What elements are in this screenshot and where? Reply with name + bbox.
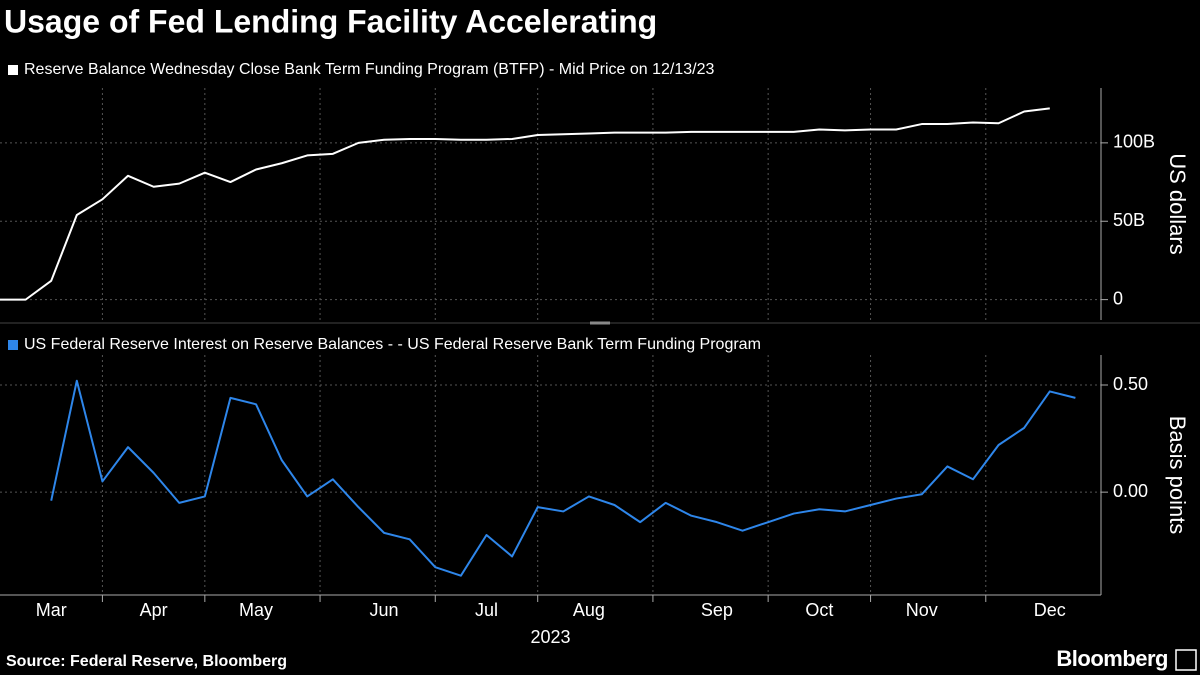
brand-logo: Bloomberg xyxy=(1056,646,1168,671)
legend-label: Reserve Balance Wednesday Close Bank Ter… xyxy=(24,61,714,78)
y-axis-title: Basis points xyxy=(1165,416,1190,535)
x-tick-label: Nov xyxy=(906,600,938,620)
legend-label: US Federal Reserve Interest on Reserve B… xyxy=(24,336,761,353)
x-tick-label: Jun xyxy=(370,600,399,620)
x-tick-label: Sep xyxy=(701,600,733,620)
y-axis-title: US dollars xyxy=(1165,153,1190,254)
x-tick-label: Jul xyxy=(475,600,498,620)
brand-icon xyxy=(1175,649,1197,671)
x-axis-title: 2023 xyxy=(530,627,570,647)
x-tick-label: May xyxy=(239,600,273,620)
y-tick-label: 0.00 xyxy=(1113,481,1148,501)
legend-swatch xyxy=(8,65,18,75)
data-line xyxy=(0,107,1050,301)
x-tick-label: Dec xyxy=(1034,600,1066,620)
source-note: Source: Federal Reserve, Bloomberg xyxy=(6,653,287,670)
y-tick-label: 0 xyxy=(1113,288,1123,308)
y-tick-label: 100B xyxy=(1113,132,1155,152)
x-tick-label: Apr xyxy=(140,600,168,620)
chart-title: Usage of Fed Lending Facility Accelerati… xyxy=(4,3,657,39)
x-tick-label: Mar xyxy=(36,600,67,620)
y-tick-label: 50B xyxy=(1113,210,1145,230)
legend-swatch xyxy=(8,340,18,350)
x-tick-label: Oct xyxy=(805,600,833,620)
x-tick-label: Aug xyxy=(573,600,605,620)
y-tick-label: 0.50 xyxy=(1113,374,1148,394)
data-line xyxy=(50,379,1076,577)
